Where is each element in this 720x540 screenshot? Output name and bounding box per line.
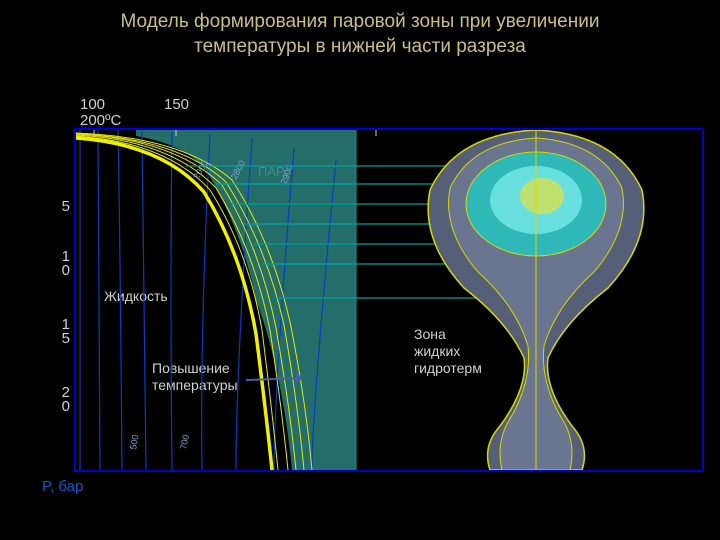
chart-title: Модель формирования паровой зоны при уве…: [0, 10, 720, 59]
diagram-svg: 500 700 2000 2800 2900: [76, 130, 702, 470]
y-tick-15: 15: [30, 318, 70, 345]
x-top-150: 150: [164, 96, 189, 113]
iso-500: 500: [128, 434, 140, 451]
y-tick-20: 20: [30, 386, 70, 413]
iso-700: 700: [178, 434, 191, 451]
x-top-100: 100: [80, 96, 105, 113]
title-line-1: Модель формирования паровой зоны при уве…: [121, 11, 600, 32]
x-top-200C: 200ºC: [80, 112, 121, 129]
diagram-frame: 500 700 2000 2800 2900: [74, 128, 704, 472]
y-axis-label: P, бар: [42, 478, 83, 495]
plume-structure: [428, 130, 644, 470]
y-tick-10: 10: [30, 250, 70, 277]
y-tick-5: 5: [30, 198, 70, 215]
title-line-2: температуры в нижней части разреза: [194, 36, 526, 57]
